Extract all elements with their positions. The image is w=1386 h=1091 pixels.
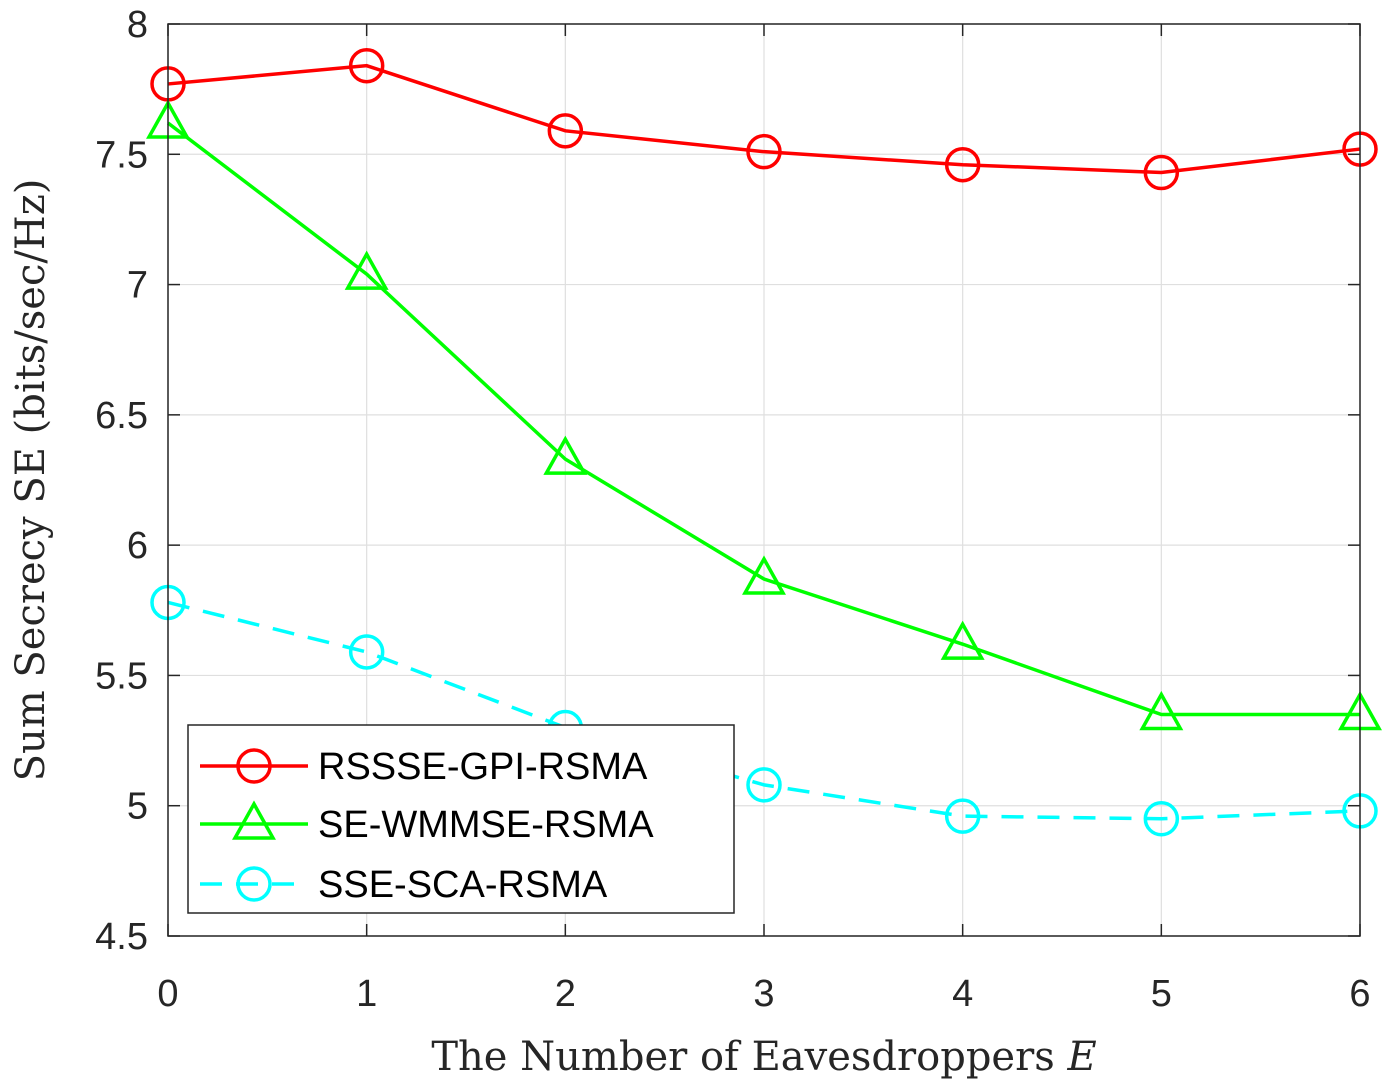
x-tick-label: 6	[1349, 973, 1370, 1015]
data-point	[944, 798, 981, 834]
series-line	[166, 121, 1360, 717]
data-point	[742, 555, 786, 595]
axis-ticks	[167, 23, 1361, 937]
data-point	[344, 250, 389, 290]
legend-label: RSSSE-GPI-RSMA	[318, 746, 648, 788]
y-tick-label: 5.5	[95, 655, 148, 697]
data-point	[1143, 800, 1180, 837]
x-tick-label: 4	[952, 973, 973, 1015]
series-line	[167, 63, 1361, 175]
x-tick-label: 1	[356, 973, 377, 1015]
series-line	[167, 600, 1361, 821]
y-axis-title: Sum Secrecy SE (bits/sec/Hz)	[8, 179, 54, 782]
x-tick-label: 5	[1151, 973, 1172, 1015]
data-point	[944, 146, 981, 183]
data-point	[746, 133, 782, 170]
legend-entry: RSSSE-GPI-RSMA	[200, 746, 648, 788]
legend-label: SE-WMMSE-RSMA	[318, 804, 654, 846]
y-tick-label: 4.5	[95, 916, 148, 958]
x-tick-label: 3	[753, 973, 774, 1015]
data-point	[547, 113, 584, 149]
y-tick-label: 7	[127, 265, 148, 307]
legend-entry: SE-WMMSE-RSMA	[200, 800, 654, 846]
data-point	[543, 435, 588, 475]
y-tick-label: 7.5	[95, 134, 148, 176]
legend-label: SSE-SCA-RSMA	[318, 864, 608, 906]
grid-lines	[167, 23, 1361, 937]
x-tick-label: 2	[555, 973, 576, 1015]
y-tick-label: 6.5	[95, 395, 148, 437]
tick-labels: 0 1 2 3 4 5 6 4.5 5 5.5 6 6.5 7 7.5 8	[95, 4, 1370, 1015]
data-point	[940, 620, 985, 660]
legend-entry: SSE-SCA-RSMA	[200, 864, 608, 906]
x-tick-label: 0	[157, 973, 178, 1015]
legend-marker	[236, 748, 272, 784]
data-point	[348, 634, 385, 670]
legend: RSSSE-GPI-RSMA SE-WMMSE-RSMA SSE-SCA-RSMA	[187, 724, 735, 914]
data-point	[1143, 154, 1180, 191]
legend-box	[187, 724, 735, 914]
y-tick-label: 8	[127, 4, 148, 46]
x-axis-title: The Number of Eavesdroppers E	[431, 1034, 1096, 1080]
y-tick-label: 5	[127, 786, 148, 828]
series-se-wmmse-rsma	[146, 99, 1382, 731]
y-tick-label: 6	[127, 525, 148, 567]
data-point	[348, 47, 385, 84]
legend-marker	[232, 800, 276, 840]
series-rssse-gpi-rsma	[150, 47, 1378, 191]
data-point	[746, 767, 782, 803]
data-point	[1139, 690, 1184, 731]
legend-marker	[236, 866, 272, 902]
